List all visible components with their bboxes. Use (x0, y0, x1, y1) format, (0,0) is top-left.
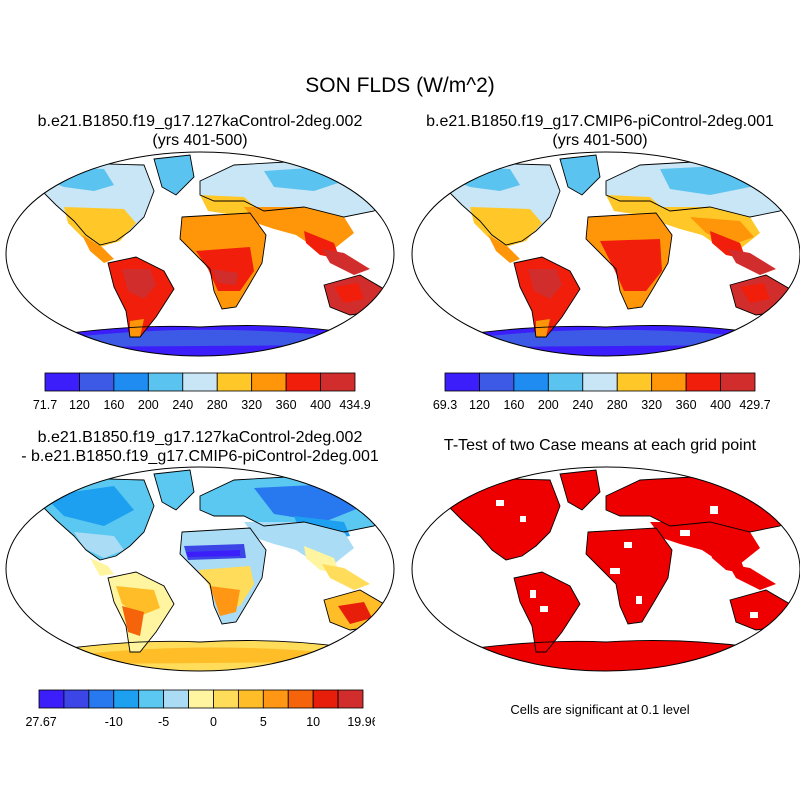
colorbar-swatch (38, 689, 65, 709)
colorbar-swatch (285, 372, 321, 392)
colorbar-swatch (513, 372, 549, 392)
colorbar-swatch (720, 372, 756, 392)
colorbar-tick-label: 10 (306, 715, 320, 729)
colorbar-swatch (685, 372, 721, 392)
colorbar-swatch (287, 689, 314, 709)
colorbar-tick-label: 360 (276, 398, 297, 412)
colorbar-swatch (262, 689, 289, 709)
colorbar-tick-label: 429.7 (739, 398, 770, 412)
colorbar-tick-label: -10 (105, 715, 123, 729)
colorbar-tick-label: 120 (469, 398, 490, 412)
colorbar-tick-label: -27.67 (25, 715, 57, 729)
colorbar-tick-label: 434.9 (339, 398, 370, 412)
colorbar-tick-label: 240 (172, 398, 193, 412)
colorbar-swatch (79, 372, 115, 392)
map-panel-2 (411, 151, 800, 357)
colorbar-swatch (479, 372, 515, 392)
panel1-title: b.e21.B1850.f19_g17.127kaControl-2deg.00… (37, 113, 363, 130)
colorbar-swatch (213, 689, 239, 709)
colorbar-tick-label: 160 (103, 398, 124, 412)
colorbar-tick-label: 120 (69, 398, 90, 412)
colorbar-tick-label: 71.7 (33, 398, 57, 412)
colorbar-swatch (651, 372, 687, 392)
colorbar-swatch (88, 689, 115, 709)
colorbar-swatch (138, 689, 165, 709)
colorbar-tick-label: 69.3 (433, 398, 457, 412)
colorbar-panel-1: 71.7 120 160 200 240 280 320 360 400 434.9 (33, 372, 370, 412)
colorbar-tick-label: 280 (207, 398, 228, 412)
colorbar-tick-label: 320 (641, 398, 662, 412)
panel2-subtitle: (yrs 401-500) (552, 132, 648, 149)
colorbar-swatch (113, 372, 149, 392)
figure-title: SON FLDS (W/m^2) (305, 74, 495, 97)
colorbar-tick-label: 320 (241, 398, 262, 412)
colorbar-swatch (188, 689, 214, 709)
colorbar-tick-label: 400 (310, 398, 331, 412)
colorbar-swatch (547, 372, 584, 392)
colorbar-swatch (444, 372, 480, 392)
colorbar-swatch (44, 372, 80, 392)
colorbar-swatch (63, 689, 90, 709)
colorbar-swatch (616, 372, 653, 392)
panel1-subtitle: (yrs 401-500) (152, 132, 248, 149)
colorbar-panel-2: 69.3 120 160 200 240 280 320 360 400 429.7 (433, 372, 770, 412)
colorbar-tick-label: 160 (503, 398, 524, 412)
colorbar-swatch (312, 689, 339, 709)
panel3-title: b.e21.B1850.f19_g17.127kaControl-2deg.00… (37, 429, 363, 446)
colorbar-tick-label: 0 (210, 715, 217, 729)
colorbar-panel-3: -27.67 -10 -5 0 5 10 19.96 (25, 689, 375, 729)
panel2-title: b.e21.B1850.f19_g17.CMIP6-piControl-2deg… (426, 113, 774, 130)
colorbar-swatch (582, 372, 618, 392)
colorbar-tick-label: 280 (607, 398, 628, 412)
colorbar-tick-label: 19.96 (347, 715, 375, 729)
colorbar-swatch (182, 372, 218, 392)
significance-note: Cells are significant at 0.1 level (510, 702, 690, 717)
colorbar-swatch (216, 372, 253, 392)
colorbar-tick-label: 200 (538, 398, 559, 412)
panel3-subtitle: - b.e21.B1850.f19_g17.CMIP6-piControl-2d… (21, 448, 379, 465)
colorbar-tick-label: 360 (676, 398, 697, 412)
colorbar-swatch (113, 689, 140, 709)
colorbar-swatch (337, 689, 364, 709)
colorbar-swatch (163, 689, 189, 709)
colorbar-swatch (147, 372, 184, 392)
panel4-title: T-Test of two Case means at each grid po… (443, 437, 757, 454)
colorbar-tick-label: 240 (572, 398, 593, 412)
colorbar-swatch (320, 372, 356, 392)
colorbar-tick-label: 200 (138, 398, 159, 412)
colorbar-tick-label: 5 (260, 715, 267, 729)
colorbar-tick-label: -5 (158, 715, 169, 729)
map-panel-4-ttest (411, 466, 800, 672)
colorbar-swatch (251, 372, 287, 392)
map-border (5, 151, 395, 357)
map-panel-1 (5, 151, 395, 357)
colorbar-swatch (237, 689, 264, 709)
map-panel-3-difference (5, 466, 395, 672)
colorbar-tick-label: 400 (710, 398, 731, 412)
